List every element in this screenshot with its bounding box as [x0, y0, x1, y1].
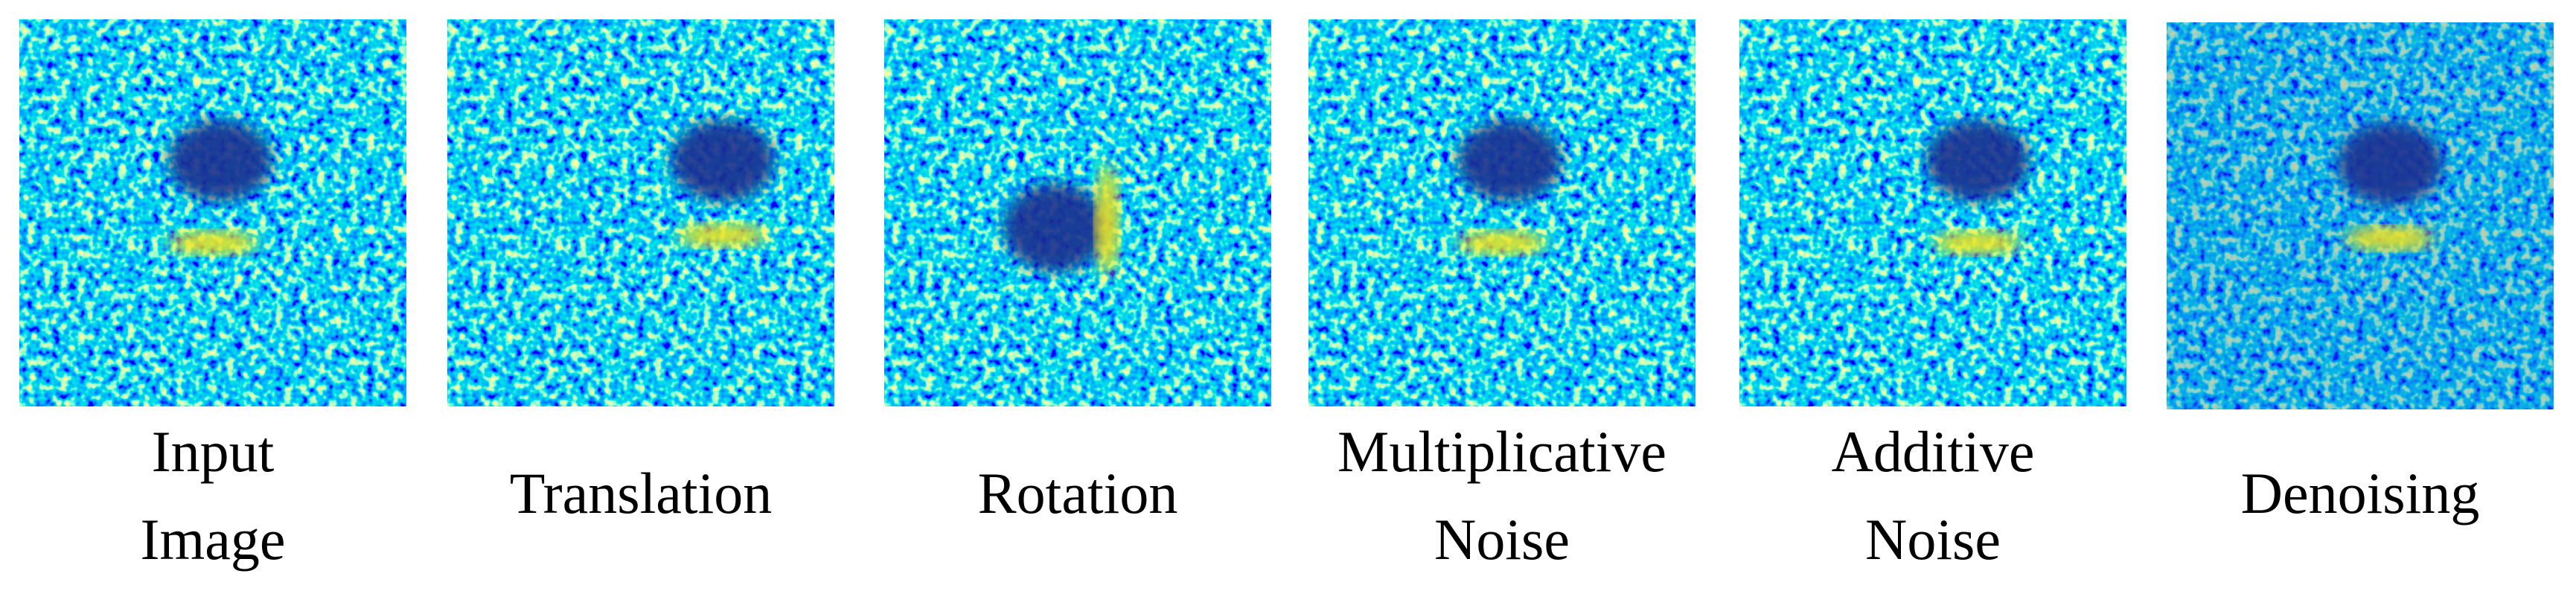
caption-line: Noise: [1865, 507, 2001, 572]
target-return: [2345, 226, 2435, 250]
target-shadow: [671, 120, 775, 202]
target-return: [1457, 231, 1547, 255]
caption-line: Image: [140, 507, 286, 572]
caption-line: Translation: [509, 461, 773, 526]
sar-image: [884, 19, 1271, 406]
target-shadow: [2338, 123, 2442, 205]
caption: Multiplicative Noise: [1279, 408, 1725, 584]
caption: Input Image: [0, 408, 436, 584]
caption-line: Denoising: [2240, 461, 2480, 526]
target-shadow: [1457, 120, 1562, 202]
target-return: [1096, 165, 1119, 276]
caption-line: Additive: [1831, 419, 2035, 484]
caption-line: Noise: [1434, 507, 1570, 572]
target-return: [1933, 231, 2022, 255]
target-shadow: [1003, 183, 1108, 272]
caption-line: Input: [151, 419, 275, 484]
target-return: [678, 223, 767, 247]
target-shadow: [168, 120, 272, 202]
caption: Translation: [418, 450, 864, 537]
speckle: [2167, 22, 2554, 409]
speckle: [447, 19, 834, 406]
sar-image: [1308, 19, 1696, 406]
speckle: [1739, 19, 2126, 406]
caption-line: Multiplicative: [1337, 419, 1666, 484]
caption: Rotation: [854, 450, 1301, 537]
sar-image: [19, 19, 406, 406]
speckle: [1308, 19, 1696, 406]
caption: Additive Noise: [1710, 408, 2156, 584]
caption-line: Rotation: [977, 461, 1178, 526]
sar-image: [447, 19, 834, 406]
speckle: [19, 19, 406, 406]
sar-image: [1739, 19, 2126, 406]
sar-image: [2167, 22, 2554, 409]
target-shadow: [1925, 120, 2030, 202]
target-return: [168, 231, 258, 255]
caption: Denoising: [2137, 450, 2576, 537]
